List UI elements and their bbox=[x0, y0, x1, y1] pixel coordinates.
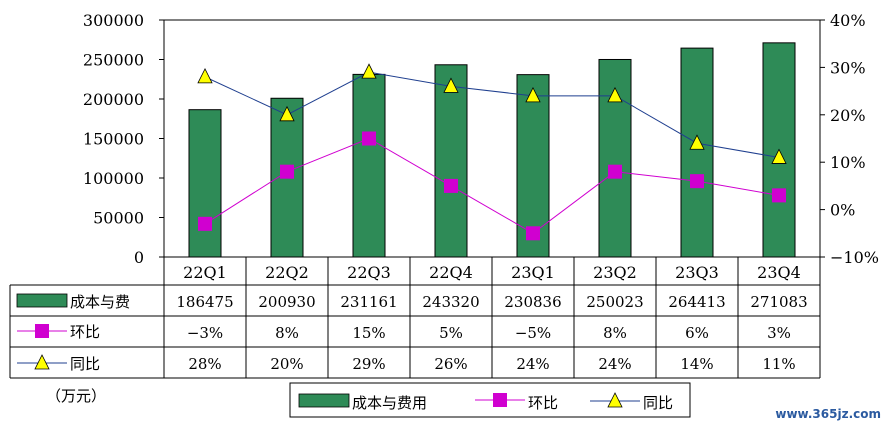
legend-label: 环比 bbox=[528, 394, 558, 412]
table-cell: 24% bbox=[516, 355, 549, 373]
table-cell: 264413 bbox=[668, 293, 725, 311]
yoy-point-22q3 bbox=[361, 63, 377, 79]
y-left-tick-label: 0 bbox=[134, 248, 144, 267]
table-cell: −3% bbox=[187, 324, 223, 342]
qoq-point-22q3 bbox=[362, 131, 376, 146]
yoy-point-22q4 bbox=[443, 77, 459, 93]
y-left-tick-label: 50000 bbox=[93, 209, 144, 228]
legend-key-marker bbox=[607, 392, 623, 408]
x-tick-label: 22Q1 bbox=[183, 263, 227, 282]
y-axis-left: 0 50000 100000 150000 200000 250000 300000 bbox=[83, 11, 164, 267]
line-series bbox=[197, 63, 787, 241]
legend-key-marker bbox=[493, 393, 507, 407]
y-axis-right: −10% 0% 10% 20% 30% 40% bbox=[820, 11, 879, 267]
line-yoy bbox=[204, 71, 780, 158]
y-right-tick-label: 30% bbox=[830, 58, 866, 77]
table-row-label: 成本与费 bbox=[70, 293, 130, 311]
table-row-label: 环比 bbox=[70, 323, 100, 341]
table-cell: 8% bbox=[603, 324, 627, 342]
legend-label: 成本与费用 bbox=[352, 394, 427, 412]
table-cell: 186475 bbox=[176, 293, 233, 311]
table-cell: 29% bbox=[352, 355, 385, 373]
y-left-tick-label: 250000 bbox=[83, 51, 144, 70]
y-right-tick-label: 0% bbox=[830, 201, 855, 220]
legend-label: 同比 bbox=[643, 394, 673, 412]
bar-23q3 bbox=[680, 47, 714, 258]
x-tick-label: 22Q4 bbox=[429, 263, 473, 282]
y-right-tick-label: −10% bbox=[830, 248, 879, 267]
bar-22q3 bbox=[352, 73, 386, 258]
table-cell: 5% bbox=[439, 324, 463, 342]
y-left-tick-label: 150000 bbox=[83, 130, 144, 149]
y-right-tick-label: 40% bbox=[830, 11, 866, 30]
yoy-point-22q1 bbox=[197, 67, 213, 84]
table-cell: 24% bbox=[598, 355, 631, 373]
yoy-point-23q2 bbox=[607, 86, 623, 103]
y-right-tick-label: 20% bbox=[830, 106, 866, 125]
table-cell: 8% bbox=[275, 324, 299, 342]
x-tick-label: 23Q2 bbox=[593, 263, 637, 282]
table-key-bar bbox=[16, 293, 68, 308]
y-left-tick-label: 100000 bbox=[83, 169, 144, 188]
legend-key-bar bbox=[298, 393, 350, 408]
qoq-point-22q1 bbox=[198, 216, 212, 231]
table-cell: 271083 bbox=[750, 293, 807, 311]
qoq-point-22q2 bbox=[280, 164, 294, 179]
unit-note: （万元） bbox=[46, 387, 106, 405]
table-cell: 231161 bbox=[340, 293, 397, 311]
table-cell: 11% bbox=[762, 355, 795, 373]
table-cell: 230836 bbox=[504, 293, 561, 311]
qoq-point-23q2 bbox=[608, 164, 622, 179]
table-cell: 20% bbox=[270, 355, 303, 373]
table-cell: 250023 bbox=[586, 293, 643, 311]
y-right-tick-label: 10% bbox=[830, 153, 866, 172]
table-cell: −5% bbox=[515, 324, 551, 342]
qoq-point-23q4 bbox=[772, 188, 786, 203]
bar-22q1 bbox=[188, 109, 222, 258]
qoq-point-22q4 bbox=[444, 178, 458, 193]
table-cell: 243320 bbox=[422, 293, 479, 311]
plot-area-border bbox=[163, 19, 821, 258]
table-key-marker bbox=[34, 354, 50, 370]
table-cell: 6% bbox=[685, 324, 709, 342]
y-left-tick-label: 300000 bbox=[83, 11, 144, 30]
bar-series bbox=[188, 42, 796, 258]
table-row-label: 同比 bbox=[70, 355, 100, 373]
table-cell: 26% bbox=[434, 355, 467, 373]
legend: 成本与费用 环比 同比 bbox=[289, 382, 691, 418]
x-tick-label: 22Q3 bbox=[347, 263, 391, 282]
bar-22q4 bbox=[434, 64, 468, 258]
table-cell: 28% bbox=[188, 355, 221, 373]
yoy-point-23q3 bbox=[689, 134, 705, 150]
data-table: 22Q1 22Q2 22Q3 22Q4 23Q1 23Q2 23Q3 23Q4 成本与费环比同比… bbox=[9, 256, 821, 379]
y-left-tick-label: 200000 bbox=[83, 90, 144, 109]
yoy-point-22q2 bbox=[279, 105, 295, 122]
table-key-marker bbox=[35, 324, 49, 338]
table-cell: 15% bbox=[352, 324, 385, 342]
qoq-point-23q1 bbox=[526, 226, 540, 241]
x-tick-label: 23Q1 bbox=[511, 263, 555, 282]
qoq-point-23q3 bbox=[690, 174, 704, 189]
table-cell: 200930 bbox=[258, 293, 315, 311]
x-tick-label: 23Q4 bbox=[757, 263, 801, 282]
table-cell: 14% bbox=[680, 355, 713, 373]
yoy-point-23q4 bbox=[771, 148, 787, 164]
yoy-point-23q1 bbox=[525, 86, 541, 103]
watermark: www.365jz.com bbox=[775, 407, 881, 421]
table-cell: 3% bbox=[767, 324, 791, 342]
x-tick-label: 23Q3 bbox=[675, 263, 719, 282]
x-tick-label: 22Q2 bbox=[265, 263, 309, 282]
line-qoq bbox=[204, 137, 780, 234]
plot-frame bbox=[163, 19, 821, 258]
